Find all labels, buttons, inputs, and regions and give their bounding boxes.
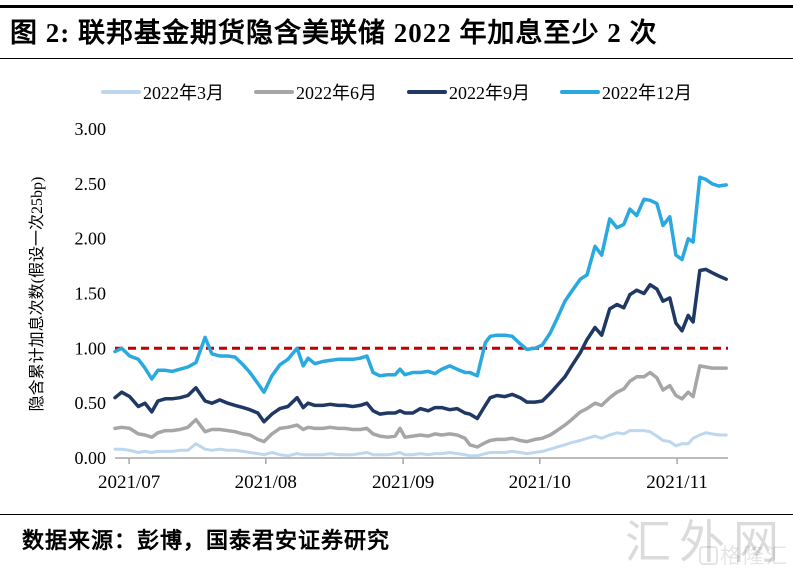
line-chart: 0.00 0.50 1.00 1.50 2.00 2.50 3.00 隐含累计加息次数(假设一… xyxy=(0,110,793,508)
figure-title: 图 2: 联邦基金期货隐含美联储 2022 年加息至少 2 次 xyxy=(10,18,658,48)
svg-text:1.50: 1.50 xyxy=(75,284,107,304)
svg-text:0.50: 0.50 xyxy=(75,393,107,413)
svg-text:隐含累计加息次数(假设一次25bp): 隐含累计加息次数(假设一次25bp) xyxy=(28,177,46,412)
svg-text:2.50: 2.50 xyxy=(75,174,107,194)
legend-item-2022-12: 2022年12月 xyxy=(560,79,692,105)
legend-label: 2022年3月 xyxy=(143,83,224,104)
legend-item-2022-09: 2022年9月 xyxy=(407,79,530,105)
svg-text:2021/09: 2021/09 xyxy=(372,472,434,493)
svg-text:3.00: 3.00 xyxy=(75,119,107,139)
title-divider xyxy=(0,58,793,60)
svg-text:2021/10: 2021/10 xyxy=(509,472,571,493)
legend-line-sample xyxy=(407,90,447,95)
svg-text:2021/11: 2021/11 xyxy=(646,472,708,493)
top-rule xyxy=(0,5,793,8)
legend-label: 2022年6月 xyxy=(296,83,377,104)
legend-item-2022-06: 2022年6月 xyxy=(254,79,377,105)
svg-text:2.00: 2.00 xyxy=(75,229,107,249)
svg-text:1.00: 1.00 xyxy=(75,338,107,358)
legend-label: 2022年9月 xyxy=(449,83,530,104)
legend-item-2022-03: 2022年3月 xyxy=(101,79,224,105)
legend-line-sample xyxy=(254,90,294,95)
chart-legend: 2022年3月 2022年6月 2022年9月 2022年12月 xyxy=(0,80,793,104)
data-source-note: 数据来源：彭博，国泰君安证券研究 xyxy=(22,528,391,554)
legend-line-sample xyxy=(560,90,600,95)
footer-divider xyxy=(0,514,793,516)
legend-line-sample xyxy=(101,90,141,95)
svg-text:2021/07: 2021/07 xyxy=(98,472,160,493)
legend-label: 2022年12月 xyxy=(602,83,692,104)
svg-text:2021/08: 2021/08 xyxy=(235,472,297,493)
svg-text:0.00: 0.00 xyxy=(75,448,107,468)
